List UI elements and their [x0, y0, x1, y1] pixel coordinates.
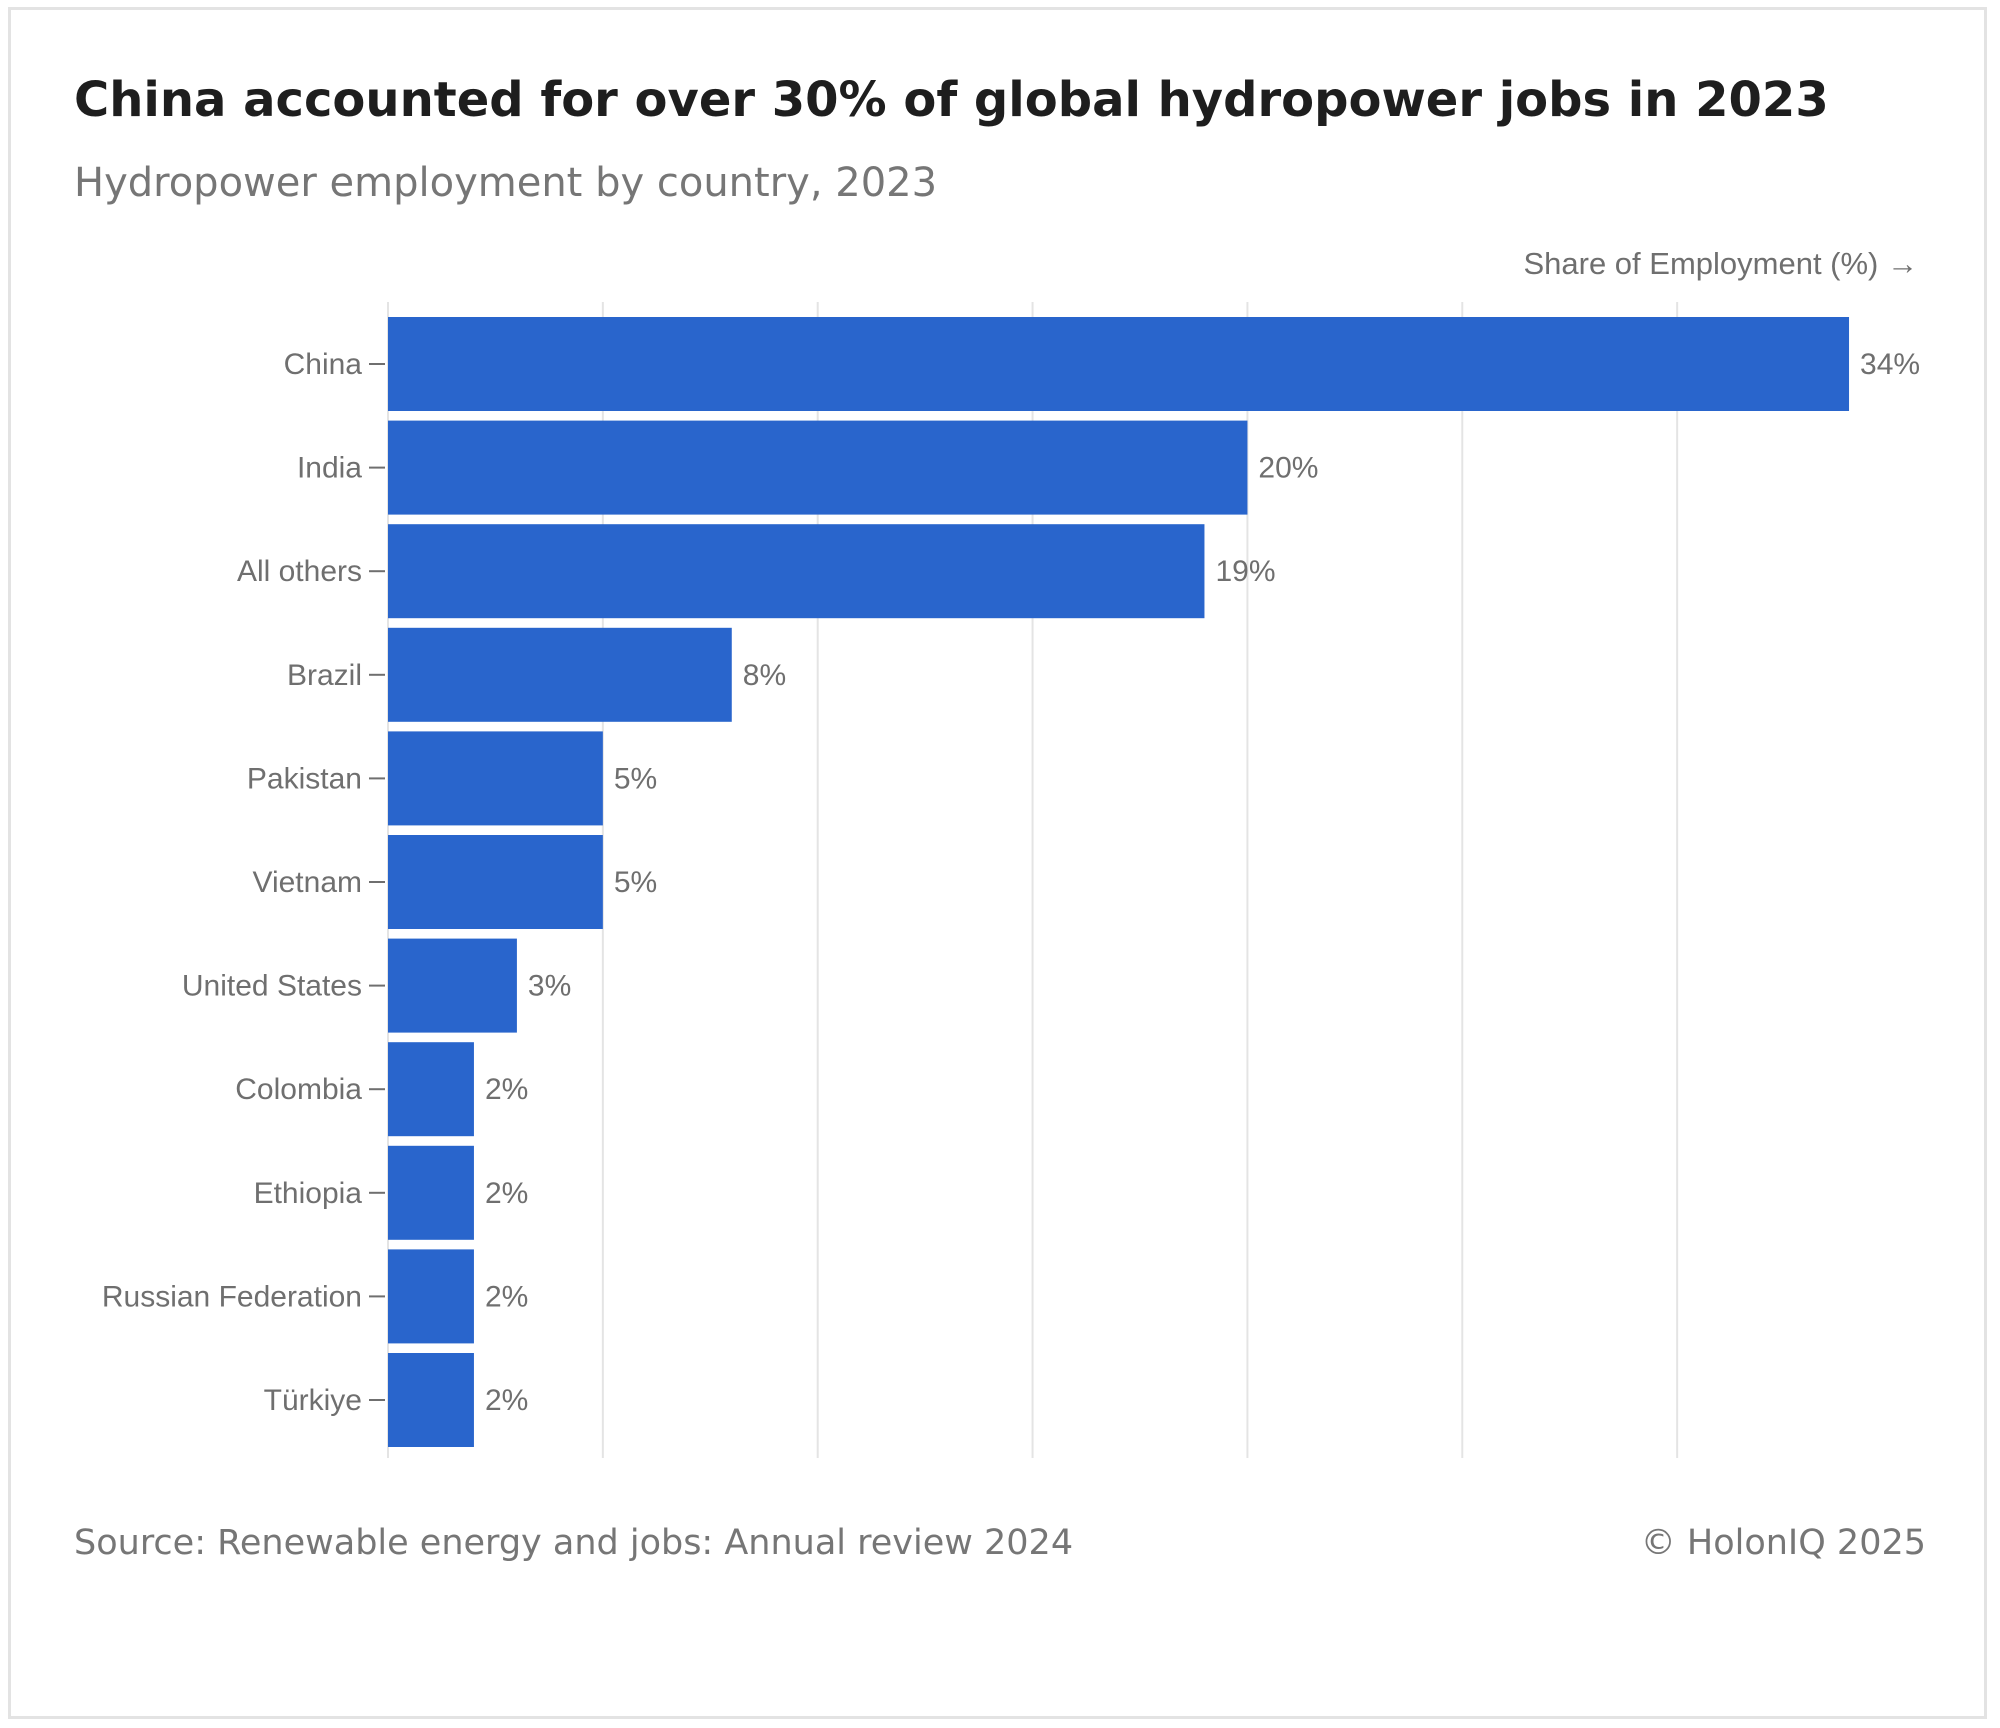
copyright-credit: © HolonIQ 2025: [1640, 1523, 1926, 1563]
bar-india: [388, 420, 1248, 515]
labels: China 34% India 20% All others 19% Brazil 8% Pak…: [102, 348, 1920, 1417]
category-label: Türkiye: [264, 1384, 362, 1417]
value-label: 19%: [1215, 555, 1275, 588]
bar-united-states: [388, 938, 517, 1033]
bar-ethiopia: [388, 1145, 474, 1240]
category-label: Brazil: [287, 659, 362, 692]
category-label: Colombia: [235, 1073, 362, 1106]
y-axis-ticks: [369, 363, 385, 1401]
source-note: Source: Renewable energy and jobs: Annua…: [74, 1523, 1074, 1563]
value-label: 2%: [485, 1073, 528, 1106]
bar-t-rkiye: [388, 1353, 474, 1447]
value-label: 5%: [614, 866, 657, 899]
x-axis-title: Share of Employment (%) →: [1523, 246, 1918, 281]
value-label: 2%: [485, 1177, 528, 1210]
bar-all-others: [388, 524, 1205, 619]
chart-title: China accounted for over 30% of global h…: [74, 72, 1829, 128]
bars: [388, 317, 1850, 1447]
chart-subtitle: Hydropower employment by country, 2023: [74, 160, 938, 206]
category-label: Russian Federation: [102, 1280, 362, 1313]
value-label: 5%: [614, 762, 657, 795]
value-label: 2%: [485, 1384, 528, 1417]
bar-russian-federation: [388, 1249, 474, 1344]
category-label: Ethiopia: [254, 1177, 363, 1210]
category-label: Pakistan: [247, 762, 362, 795]
category-label: All others: [237, 555, 362, 588]
category-label: United States: [182, 970, 362, 1003]
value-label: 3%: [528, 970, 571, 1003]
bar-pakistan: [388, 731, 603, 826]
bar-china: [388, 317, 1850, 411]
value-label: 2%: [485, 1280, 528, 1313]
category-label: Vietnam: [252, 866, 362, 899]
bar-colombia: [388, 1042, 474, 1137]
chart-card: [8, 7, 1987, 1719]
value-label: 20%: [1258, 452, 1318, 485]
category-label: India: [297, 452, 362, 485]
bar-vietnam: [388, 835, 603, 929]
value-label: 8%: [743, 659, 786, 692]
value-label: 34%: [1860, 348, 1920, 381]
bar-brazil: [388, 627, 732, 722]
category-label: China: [284, 348, 363, 381]
